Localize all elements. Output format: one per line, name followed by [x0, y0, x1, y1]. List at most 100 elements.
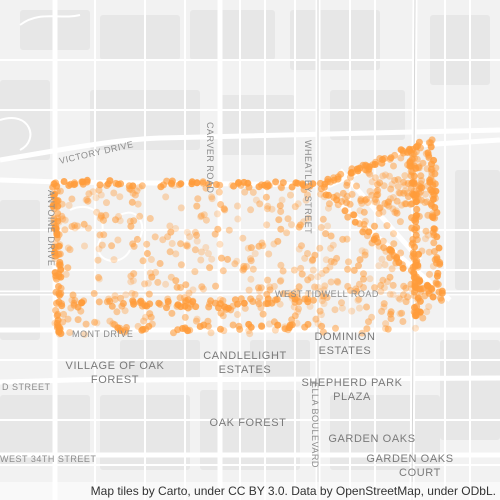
data-point — [103, 298, 111, 306]
data-point — [219, 267, 227, 275]
data-point — [239, 234, 247, 242]
data-point — [343, 235, 351, 243]
data-point — [191, 228, 199, 236]
data-point — [162, 193, 170, 201]
data-point — [60, 310, 68, 318]
data-point — [291, 203, 299, 211]
data-point — [330, 258, 338, 266]
data-point — [264, 295, 272, 303]
data-point — [81, 330, 89, 338]
data-point — [66, 329, 74, 336]
data-point — [415, 250, 423, 258]
data-point — [356, 256, 364, 264]
data-point — [287, 191, 294, 199]
data-point — [100, 231, 108, 239]
data-point — [50, 205, 58, 213]
place-label-shepherd-park-2: PLAZA — [333, 391, 371, 403]
data-point — [140, 317, 148, 325]
data-point — [51, 243, 59, 251]
data-point — [387, 195, 394, 203]
data-point — [274, 321, 282, 329]
data-point — [276, 202, 284, 210]
data-point — [247, 244, 255, 252]
data-point — [294, 308, 302, 316]
data-point — [366, 275, 374, 283]
data-point — [288, 221, 295, 229]
data-point — [247, 323, 255, 331]
data-point — [191, 268, 199, 276]
place-label-village-of-oak-forest-2: FOREST — [91, 374, 139, 386]
data-point — [283, 229, 291, 237]
data-point — [358, 329, 366, 337]
data-point — [106, 317, 114, 325]
data-point — [368, 313, 376, 321]
data-point — [252, 196, 260, 204]
map-attribution[interactable]: Map tiles by Carto, under CC BY 3.0. Dat… — [0, 482, 500, 500]
data-point — [360, 275, 367, 283]
data-point — [71, 221, 78, 229]
data-point — [322, 191, 330, 199]
data-point — [320, 286, 328, 294]
data-point — [361, 248, 369, 256]
data-point — [295, 283, 303, 291]
data-point — [176, 294, 184, 302]
data-point — [263, 221, 271, 229]
data-point — [143, 240, 151, 248]
data-point — [309, 266, 317, 274]
data-point — [114, 324, 122, 332]
road-label-street-left: D STREET — [2, 382, 51, 392]
data-point — [324, 222, 332, 230]
data-point — [73, 222, 81, 230]
data-point — [392, 207, 400, 215]
data-point — [53, 197, 61, 205]
data-point — [356, 304, 363, 312]
data-point — [338, 304, 346, 312]
data-point — [55, 270, 63, 278]
data-point — [298, 242, 305, 250]
data-point — [385, 172, 393, 180]
data-point — [422, 190, 430, 198]
data-point — [184, 304, 192, 312]
data-point — [297, 264, 305, 272]
data-point — [84, 224, 92, 232]
data-point — [317, 287, 325, 295]
data-point — [127, 278, 135, 286]
data-point — [288, 183, 296, 191]
data-point — [277, 208, 285, 215]
data-point — [310, 296, 317, 304]
data-point — [225, 226, 233, 234]
data-point — [247, 275, 255, 283]
data-point — [83, 196, 91, 203]
data-point — [345, 258, 352, 266]
data-point — [172, 225, 180, 232]
data-point — [334, 278, 342, 286]
data-point — [338, 299, 345, 307]
data-point — [55, 283, 62, 290]
data-point — [422, 235, 429, 243]
data-point — [247, 255, 254, 263]
data-point — [97, 191, 105, 199]
data-point — [355, 262, 362, 270]
data-point — [348, 190, 356, 198]
data-point — [205, 303, 213, 311]
data-point — [191, 246, 199, 254]
data-point — [413, 155, 421, 163]
data-point — [177, 204, 185, 212]
data-point — [265, 250, 273, 258]
data-point — [130, 217, 138, 225]
data-point — [380, 244, 388, 252]
data-point — [319, 215, 327, 223]
data-point — [200, 211, 208, 219]
data-point — [320, 292, 328, 300]
data-point — [122, 291, 130, 299]
data-point — [98, 241, 106, 249]
data-point — [111, 292, 119, 300]
data-point — [277, 225, 285, 233]
place-label-candlelight: CANDLELIGHT — [203, 350, 287, 362]
data-point — [136, 299, 144, 306]
data-point — [435, 288, 443, 296]
data-point — [55, 231, 63, 239]
data-point — [268, 205, 276, 213]
